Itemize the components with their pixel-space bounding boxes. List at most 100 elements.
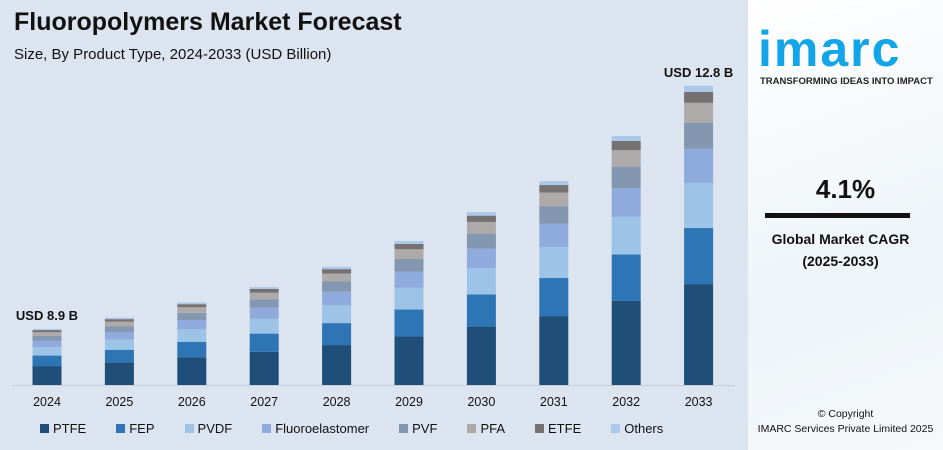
legend-item-others: Others (611, 421, 663, 436)
bar-segment-ptfe-2029 (394, 336, 424, 385)
legend-item-pfa: PFA (467, 421, 505, 436)
bar-segment-fluoroelastomer-2030 (466, 248, 496, 269)
bar-segment-pvdf-2031 (539, 247, 569, 279)
bar-segment-etfe-2032 (611, 140, 641, 151)
cagr-label-text: Global Market CAGR (771, 231, 910, 247)
bar-segment-others-2027 (249, 287, 279, 289)
bar-segment-fep-2030 (466, 294, 496, 327)
bar-segment-fluoroelastomer-2024 (32, 340, 62, 348)
legend-label: ETFE (548, 421, 582, 436)
bar-segment-ptfe-2030 (466, 326, 496, 385)
bar-segment-pvf-2024 (32, 335, 62, 341)
bar-segment-ptfe-2028 (322, 345, 352, 385)
copyright: © Copyright IMARC Services Private Limit… (748, 407, 943, 437)
imarc-logo: imarc (758, 21, 902, 77)
cagr-label: Global Market CAGR (2025-2033) (748, 228, 933, 272)
x-tick-label: 2030 (467, 395, 495, 409)
legend-label: PVDF (197, 421, 233, 436)
bar-segment-pvf-2027 (249, 299, 279, 308)
bar-segment-pvdf-2030 (466, 268, 496, 295)
legend-swatch (399, 424, 409, 433)
legend-label: PFA (480, 421, 506, 436)
x-tick-label: 2027 (250, 395, 278, 409)
bar-segment-pvdf-2029 (394, 287, 424, 310)
bar-segment-pvdf-2026 (177, 329, 207, 342)
bar-segment-pfa-2027 (249, 292, 279, 300)
total-label: USD 8.9 B (16, 308, 78, 323)
bar-segment-pfa-2024 (32, 332, 62, 336)
legend-item-pvf: PVF (399, 421, 437, 436)
bar-segment-pvdf-2033 (684, 182, 714, 229)
x-tick-label: 2033 (685, 395, 713, 409)
divider (765, 213, 910, 218)
bar-segment-etfe-2026 (177, 304, 207, 308)
bar-segment-pvf-2029 (394, 258, 424, 272)
bar-segment-pfa-2028 (322, 273, 352, 282)
bar-segment-pvf-2025 (104, 326, 134, 332)
legend-item-fep: FEP (116, 421, 155, 436)
bar-segment-fep-2032 (611, 254, 641, 301)
bar-segment-ptfe-2033 (684, 284, 714, 385)
brand-panel: imarc TRANSFORMING IDEAS INTO IMPACT 4.1… (748, 0, 943, 450)
legend-item-etfe: ETFE (535, 421, 581, 436)
legend-swatch (116, 424, 126, 433)
bar-segment-fluoroelastomer-2031 (539, 223, 569, 248)
bar-segment-others-2024 (32, 328, 62, 331)
bar-segment-ptfe-2027 (249, 351, 279, 385)
bar-segment-etfe-2024 (32, 330, 62, 333)
bar-segment-fep-2026 (177, 341, 207, 358)
bar-segment-others-2028 (322, 266, 352, 270)
bar-segment-others-2025 (104, 317, 134, 320)
bar-segment-fluoroelastomer-2029 (394, 271, 424, 288)
bar-segment-ptfe-2025 (104, 362, 134, 385)
bar-segment-others-2026 (177, 302, 207, 305)
bar-segment-etfe-2030 (466, 215, 496, 222)
total-label: USD 12.8 B (664, 65, 733, 80)
bar-segment-fluoroelastomer-2028 (322, 291, 352, 306)
bar-segment-fep-2028 (322, 323, 352, 346)
chart-title: Fluoropolymers Market Forecast (14, 8, 402, 36)
tagline: TRANSFORMING IDEAS INTO IMPACT (760, 76, 933, 87)
legend-label: Fluoroelastomer (275, 421, 370, 436)
chart-subtitle: Size, By Product Type, 2024-2033 (USD Bi… (14, 46, 332, 63)
legend-label: PVF (412, 421, 438, 436)
bar-segment-pfa-2025 (104, 321, 134, 327)
bar-segment-others-2029 (394, 241, 424, 244)
bar-segment-etfe-2027 (249, 288, 279, 293)
legend-swatch (467, 424, 477, 433)
bar-segment-ptfe-2026 (177, 357, 207, 385)
legend-item-fluoroelastomer: Fluoroelastomer (262, 421, 369, 436)
x-tick-label: 2031 (540, 395, 568, 409)
bar-segment-etfe-2028 (322, 269, 352, 274)
stacked-bar-chart: 2024 2025 2026 2027 2028 2029 2030 2031 2032 2033… (12, 65, 735, 409)
bar-segment-pvf-2031 (539, 206, 569, 224)
bar-segment-fep-2024 (32, 355, 62, 367)
bar-segment-pvf-2030 (466, 233, 496, 249)
bar-segment-pvdf-2024 (32, 347, 62, 356)
bar-segment-ptfe-2024 (32, 366, 62, 385)
bar-segment-pvf-2026 (177, 312, 207, 321)
legend-swatch (535, 424, 545, 433)
bar-segment-fep-2029 (394, 309, 424, 337)
bar-segment-etfe-2031 (539, 185, 569, 193)
bar-segment-ptfe-2032 (611, 300, 641, 385)
cagr-value: 4.1% (815, 174, 876, 204)
bar-segment-pvdf-2028 (322, 305, 352, 324)
legend-swatch (611, 424, 621, 433)
x-tick-label: 2032 (612, 395, 640, 409)
cagr-period: (2025-2033) (802, 253, 879, 269)
copyright-text: © Copyright (817, 408, 874, 420)
bar-segment-fluoroelastomer-2033 (684, 148, 714, 183)
bar-segment-fep-2033 (684, 228, 714, 285)
x-tick-label: 2028 (323, 395, 351, 409)
bar-segment-pfa-2033 (684, 102, 714, 123)
bar-segment-others-2030 (466, 212, 496, 216)
bar-segment-pvf-2028 (322, 281, 352, 292)
bar-segment-fep-2025 (104, 349, 134, 363)
bar-segment-fep-2027 (249, 333, 279, 352)
legend-item-ptfe: PTFE (40, 421, 86, 436)
company-name: IMARC Services Private Limited 2025 (757, 423, 934, 435)
bar-segment-fluoroelastomer-2025 (104, 331, 134, 340)
bar-segment-pvdf-2027 (249, 318, 279, 334)
legend-swatch (262, 424, 272, 433)
